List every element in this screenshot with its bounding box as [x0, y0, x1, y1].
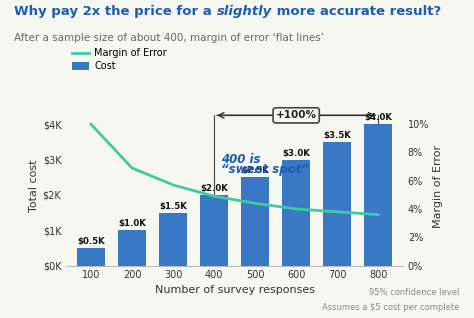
Bar [365, 124, 392, 266]
Bar [323, 142, 351, 266]
Text: 400 is: 400 is [221, 153, 261, 166]
Text: Why pay 2x the price for a: Why pay 2x the price for a [14, 5, 217, 18]
Bar [241, 177, 269, 266]
Bar [282, 160, 310, 266]
X-axis label: Number of survey responses: Number of survey responses [155, 285, 315, 294]
Text: +100%: +100% [276, 110, 317, 121]
Text: $3.5K: $3.5K [323, 131, 351, 140]
Y-axis label: Margin of Error: Margin of Error [433, 144, 443, 228]
Text: $4.0K: $4.0K [365, 113, 392, 122]
Bar [77, 248, 105, 266]
Text: $1.0K: $1.0K [118, 219, 146, 228]
Text: 95% confidence level: 95% confidence level [369, 288, 460, 297]
Y-axis label: Total cost: Total cost [28, 160, 38, 212]
Text: After a sample size of about 400, margin of error ‘flat lines’: After a sample size of about 400, margin… [14, 33, 324, 43]
Text: $2.0K: $2.0K [200, 184, 228, 193]
Text: slightly: slightly [217, 5, 272, 18]
Text: $3.0K: $3.0K [282, 149, 310, 158]
Text: Assumes a $5 cost per complete: Assumes a $5 cost per complete [322, 303, 460, 312]
Text: “sweet spot”: “sweet spot” [221, 163, 310, 176]
Legend: Margin of Error, Cost: Margin of Error, Cost [68, 45, 171, 75]
Text: $2.5K: $2.5K [241, 166, 269, 175]
Text: more accurate result?: more accurate result? [272, 5, 441, 18]
Text: $1.5K: $1.5K [159, 202, 187, 211]
Bar [159, 212, 187, 266]
Bar [200, 195, 228, 266]
Bar [118, 230, 146, 266]
Text: $0.5K: $0.5K [77, 237, 105, 246]
